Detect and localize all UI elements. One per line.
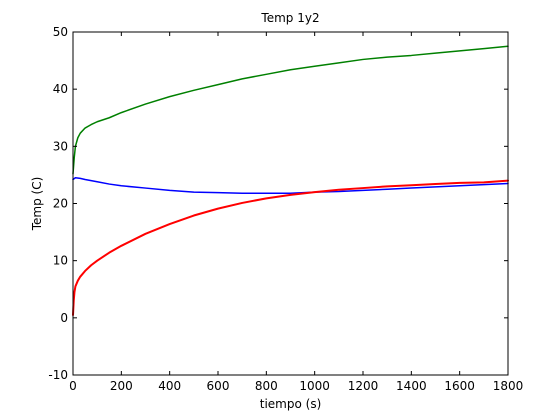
- chart-title: Temp 1y2: [260, 11, 319, 25]
- y-tick-label: 0: [60, 311, 68, 325]
- x-tick-label: 600: [207, 379, 230, 393]
- series-line-2: [72, 177, 509, 194]
- x-tick-label: 1800: [493, 379, 524, 393]
- series-layer: [72, 45, 509, 316]
- series-line-3: [72, 179, 509, 316]
- axes-layer: 0 200 400 600 800 1000 1200 1400 1600 1800-100102…: [48, 25, 523, 393]
- x-tick-label: 200: [110, 379, 133, 393]
- plot-area-frame: [72, 31, 509, 376]
- y-tick-label: 30: [53, 139, 68, 153]
- x-axis-label: tiempo (s): [260, 397, 322, 411]
- x-tick-label: 1200: [348, 379, 379, 393]
- series-line-1: [72, 45, 509, 175]
- y-tick-label: 50: [53, 25, 68, 39]
- y-tick-label: 40: [53, 82, 68, 96]
- x-tick-label: 0: [69, 379, 77, 393]
- x-tick-label: 800: [255, 379, 278, 393]
- y-tick-label: 10: [53, 254, 68, 268]
- x-tick-label: 400: [158, 379, 181, 393]
- x-tick-label: 1400: [396, 379, 427, 393]
- y-axis-label: Temp (C): [30, 177, 44, 232]
- y-tick-label: -10: [48, 368, 68, 382]
- x-tick-label: 1000: [299, 379, 330, 393]
- x-tick-label: 1600: [444, 379, 475, 393]
- y-tick-label: 20: [53, 197, 68, 211]
